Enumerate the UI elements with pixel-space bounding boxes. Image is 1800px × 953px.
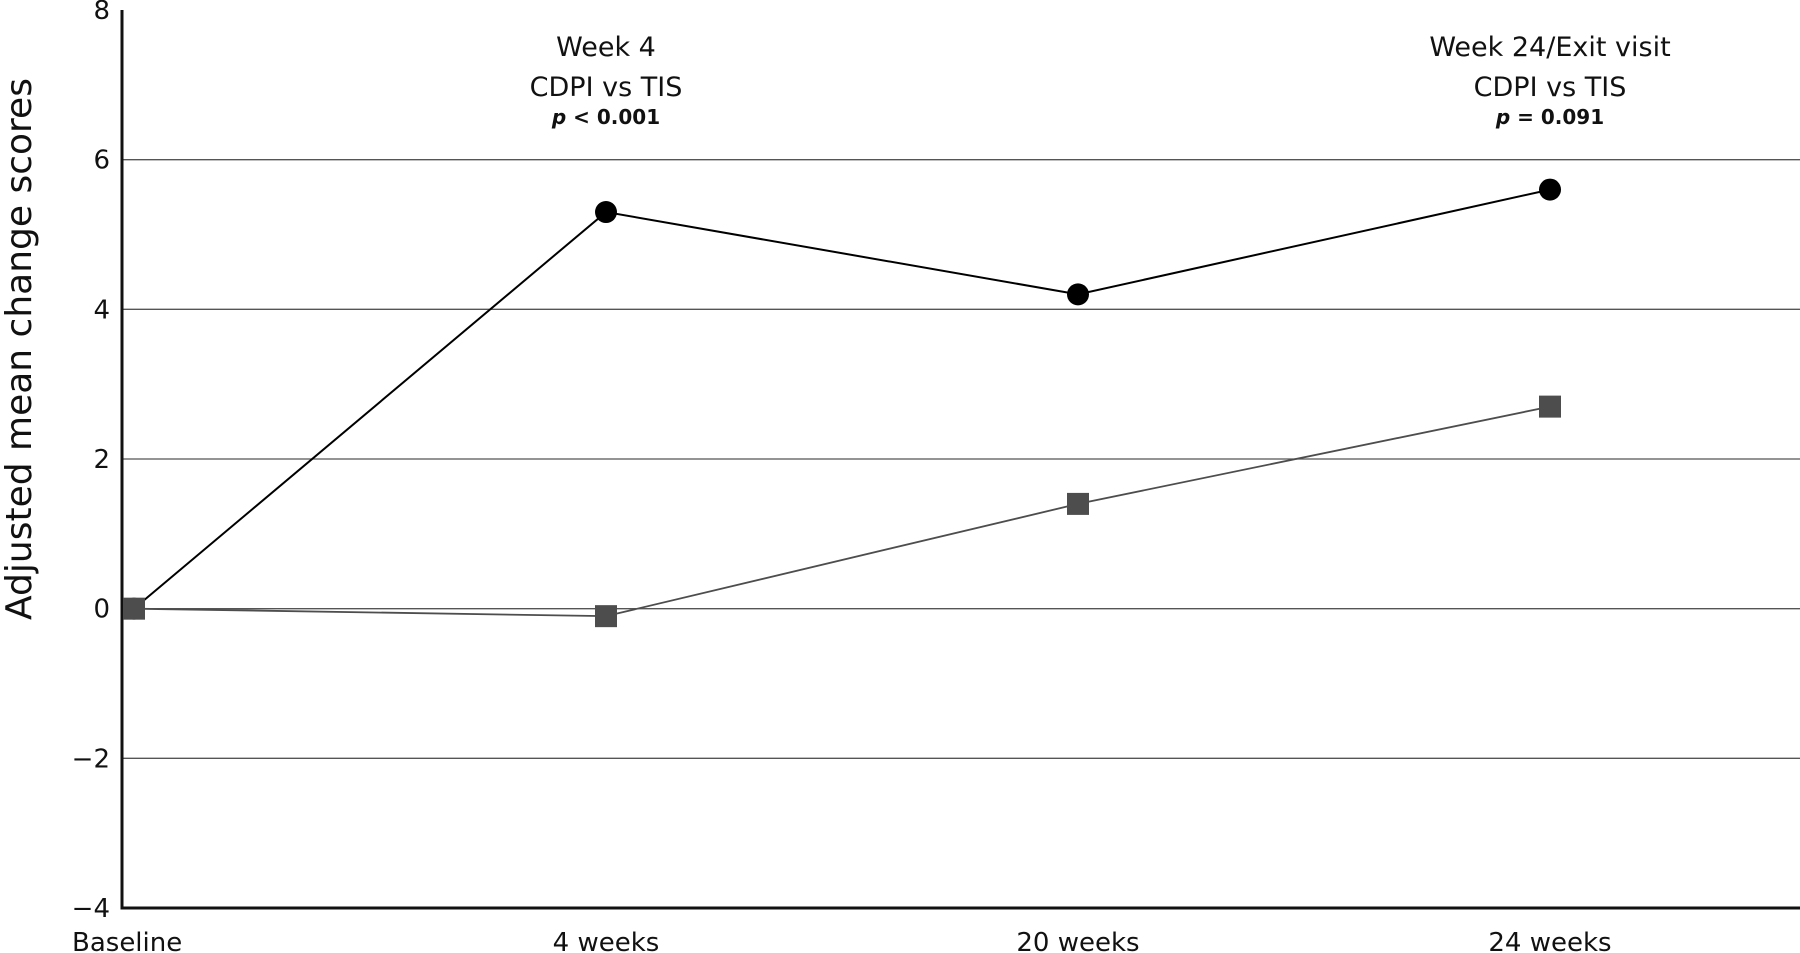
y-tick-label: 4 [93,295,110,325]
y-tick-label: 6 [93,146,110,176]
annotation-line2: CDPI vs TIS [530,72,683,103]
annotation-line1: Week 24/Exit visit [1429,32,1670,63]
gridlines [122,159,1800,759]
y-axis-title: Adjusted mean change scores [0,78,40,620]
y-tick-label: −4 [72,894,110,924]
y-tick-label: −2 [72,744,110,774]
series-1 [123,178,1561,620]
data-point-square [123,597,145,620]
annotation-line1: Week 4 [556,32,656,63]
data-point-square [1539,395,1561,418]
x-tick-label: Baseline [72,928,182,953]
annotation-line2: CDPI vs TIS [1474,72,1627,103]
series-line [133,405,1551,618]
annotation-p-value: p = 0.091 [1495,105,1604,129]
series-line [133,188,1551,610]
annotation-p-value: p < 0.001 [551,105,660,129]
y-tick-labels: −4 −2 0 2 4 6 8 [72,0,110,924]
x-tick-labels: Baseline 4 weeks 20 weeks 24 weeks [72,928,1612,953]
series [123,178,1561,628]
data-point-circle [1067,283,1089,306]
series-2 [123,395,1561,628]
data-point-circle [595,201,617,224]
p-symbol: p [551,105,566,129]
data-point-square [595,605,617,628]
x-tick-label: 4 weeks [553,928,660,953]
y-tick-label: 2 [93,445,110,475]
y-tick-label: 8 [93,0,110,26]
y-tick-label: 0 [93,595,110,625]
x-tick-label: 20 weeks [1016,928,1139,953]
data-point-circle [1539,178,1561,201]
data-point-square [1067,492,1089,515]
p-value-text: = 0.091 [1510,105,1604,129]
x-tick-label: 24 weeks [1488,928,1611,953]
p-symbol: p [1495,105,1510,129]
p-value-text: < 0.001 [566,105,660,129]
axes [120,10,1800,910]
